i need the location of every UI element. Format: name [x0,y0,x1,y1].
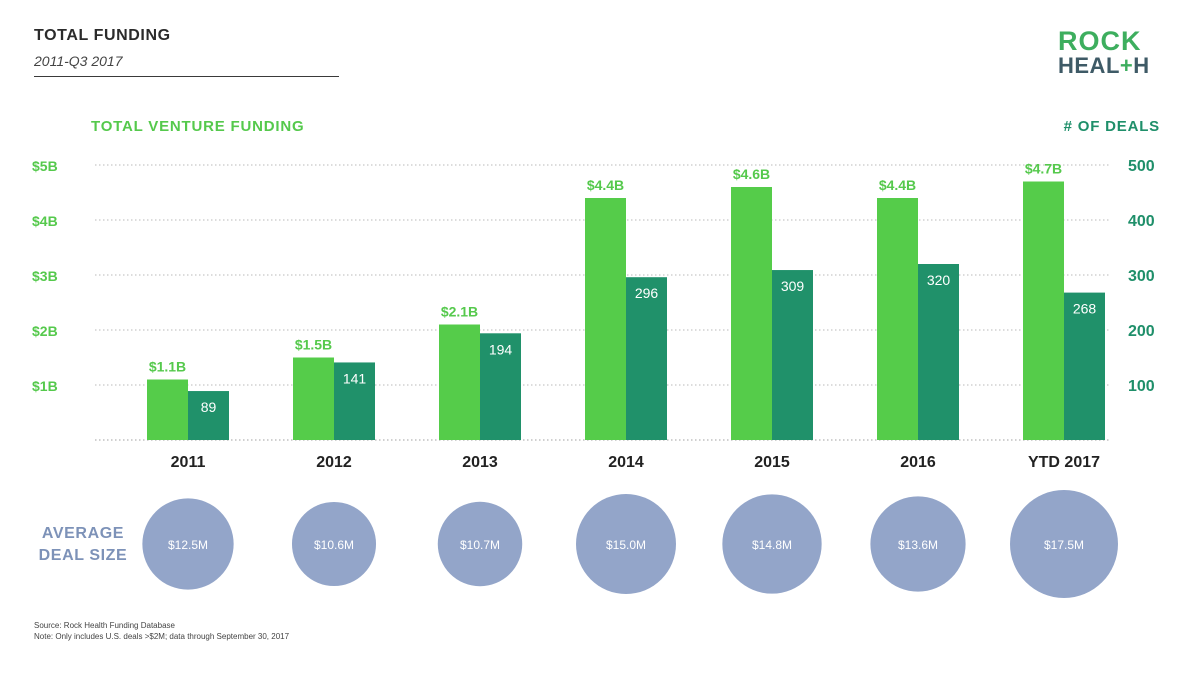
chart-subtitle: 2011-Q3 2017 [34,53,123,69]
funding-value-label: $4.4B [587,177,624,193]
logo-line-1: ROCK [1058,26,1142,56]
right-axis-title: # OF DEALS [1063,118,1160,135]
deals-bar [188,391,229,440]
deals-bar [480,333,521,440]
average-deal-size-label-line2: DEAL SIZE [38,547,128,564]
deal-size-label: $10.6M [314,538,354,552]
category-label: 2012 [316,454,352,471]
funding-value-label: $2.1B [441,304,478,320]
average-deal-size-label-line1: AVERAGE [41,525,125,542]
deals-value-label: 141 [343,370,367,386]
funding-bar [293,357,334,440]
right-tick-label: 100 [1128,378,1155,395]
deals-value-label: 194 [489,341,513,357]
left-tick-label: $5B [32,158,58,174]
deal-size-bubble [1010,490,1118,598]
left-tick-label: $4B [32,213,58,229]
logo-line-2: HEAL+H [1058,54,1170,78]
source-line: Source: Rock Health Funding Database [34,621,175,630]
deal-size-label: $14.8M [752,538,792,552]
funding-value-label: $4.6B [733,166,770,182]
category-label: 2013 [462,454,498,471]
funding-bar [877,198,918,440]
deals-bar [918,264,959,440]
deal-size-bubble [291,501,377,587]
funding-value-label: $1.5B [295,337,332,353]
funding-value-label: $4.4B [879,177,916,193]
category-label: 2015 [754,454,790,471]
right-tick-label: 200 [1128,323,1155,340]
note-line: Note: Only includes U.S. deals >$2M; dat… [34,632,290,641]
title-divider [34,76,339,77]
logo-line-2b: H [1133,53,1150,78]
deal-size-label: $17.5M [1044,538,1084,552]
source-note: Source: Rock Health Funding Database Not… [34,620,289,642]
logo-line-2a: HEAL [1058,53,1120,78]
deal-size-bubble [437,501,523,587]
deals-bar [626,277,667,440]
deal-size-label: $15.0M [606,538,646,552]
chart-title: TOTAL FUNDING [34,27,171,44]
average-deal-size-label: AVERAGE DEAL SIZE [37,523,129,567]
left-tick-label: $3B [32,268,58,284]
deal-size-label: $10.7M [460,538,500,552]
left-axis-title: TOTAL VENTURE FUNDING [91,118,305,135]
deals-bar [1064,292,1105,440]
deals-value-label: 268 [1073,301,1097,317]
funding-bar [147,379,188,440]
funding-value-label: $4.7B [1025,161,1062,177]
deal-size-bubble [722,494,822,594]
category-label: 2014 [608,454,644,471]
deal-size-label: $12.5M [168,538,208,552]
funding-bar [585,198,626,440]
category-label: 2016 [900,454,936,471]
category-label: 2011 [171,454,206,471]
funding-bar [731,187,772,440]
deals-value-label: 309 [781,278,805,294]
rock-health-logo: ROCK HEAL+H [1058,28,1170,82]
deals-value-label: 320 [927,272,951,288]
right-tick-label: 300 [1128,268,1155,285]
right-tick-label: 400 [1128,213,1155,230]
left-tick-label: $1B [32,378,58,394]
category-label: YTD 2017 [1028,454,1100,471]
deal-size-label: $13.6M [898,538,938,552]
deal-size-bubble [576,494,676,594]
logo-plus: + [1119,53,1134,78]
deal-size-bubble [142,498,234,590]
left-tick-label: $2B [32,323,58,339]
funding-bar [1023,181,1064,440]
funding-value-label: $1.1B [149,359,186,375]
deals-bar [772,270,813,440]
right-tick-label: 500 [1128,158,1155,175]
deals-value-label: 296 [635,285,659,301]
deal-size-bubble [870,496,966,592]
deals-value-label: 89 [201,399,217,415]
deals-bar [334,362,375,440]
funding-bar [439,324,480,440]
